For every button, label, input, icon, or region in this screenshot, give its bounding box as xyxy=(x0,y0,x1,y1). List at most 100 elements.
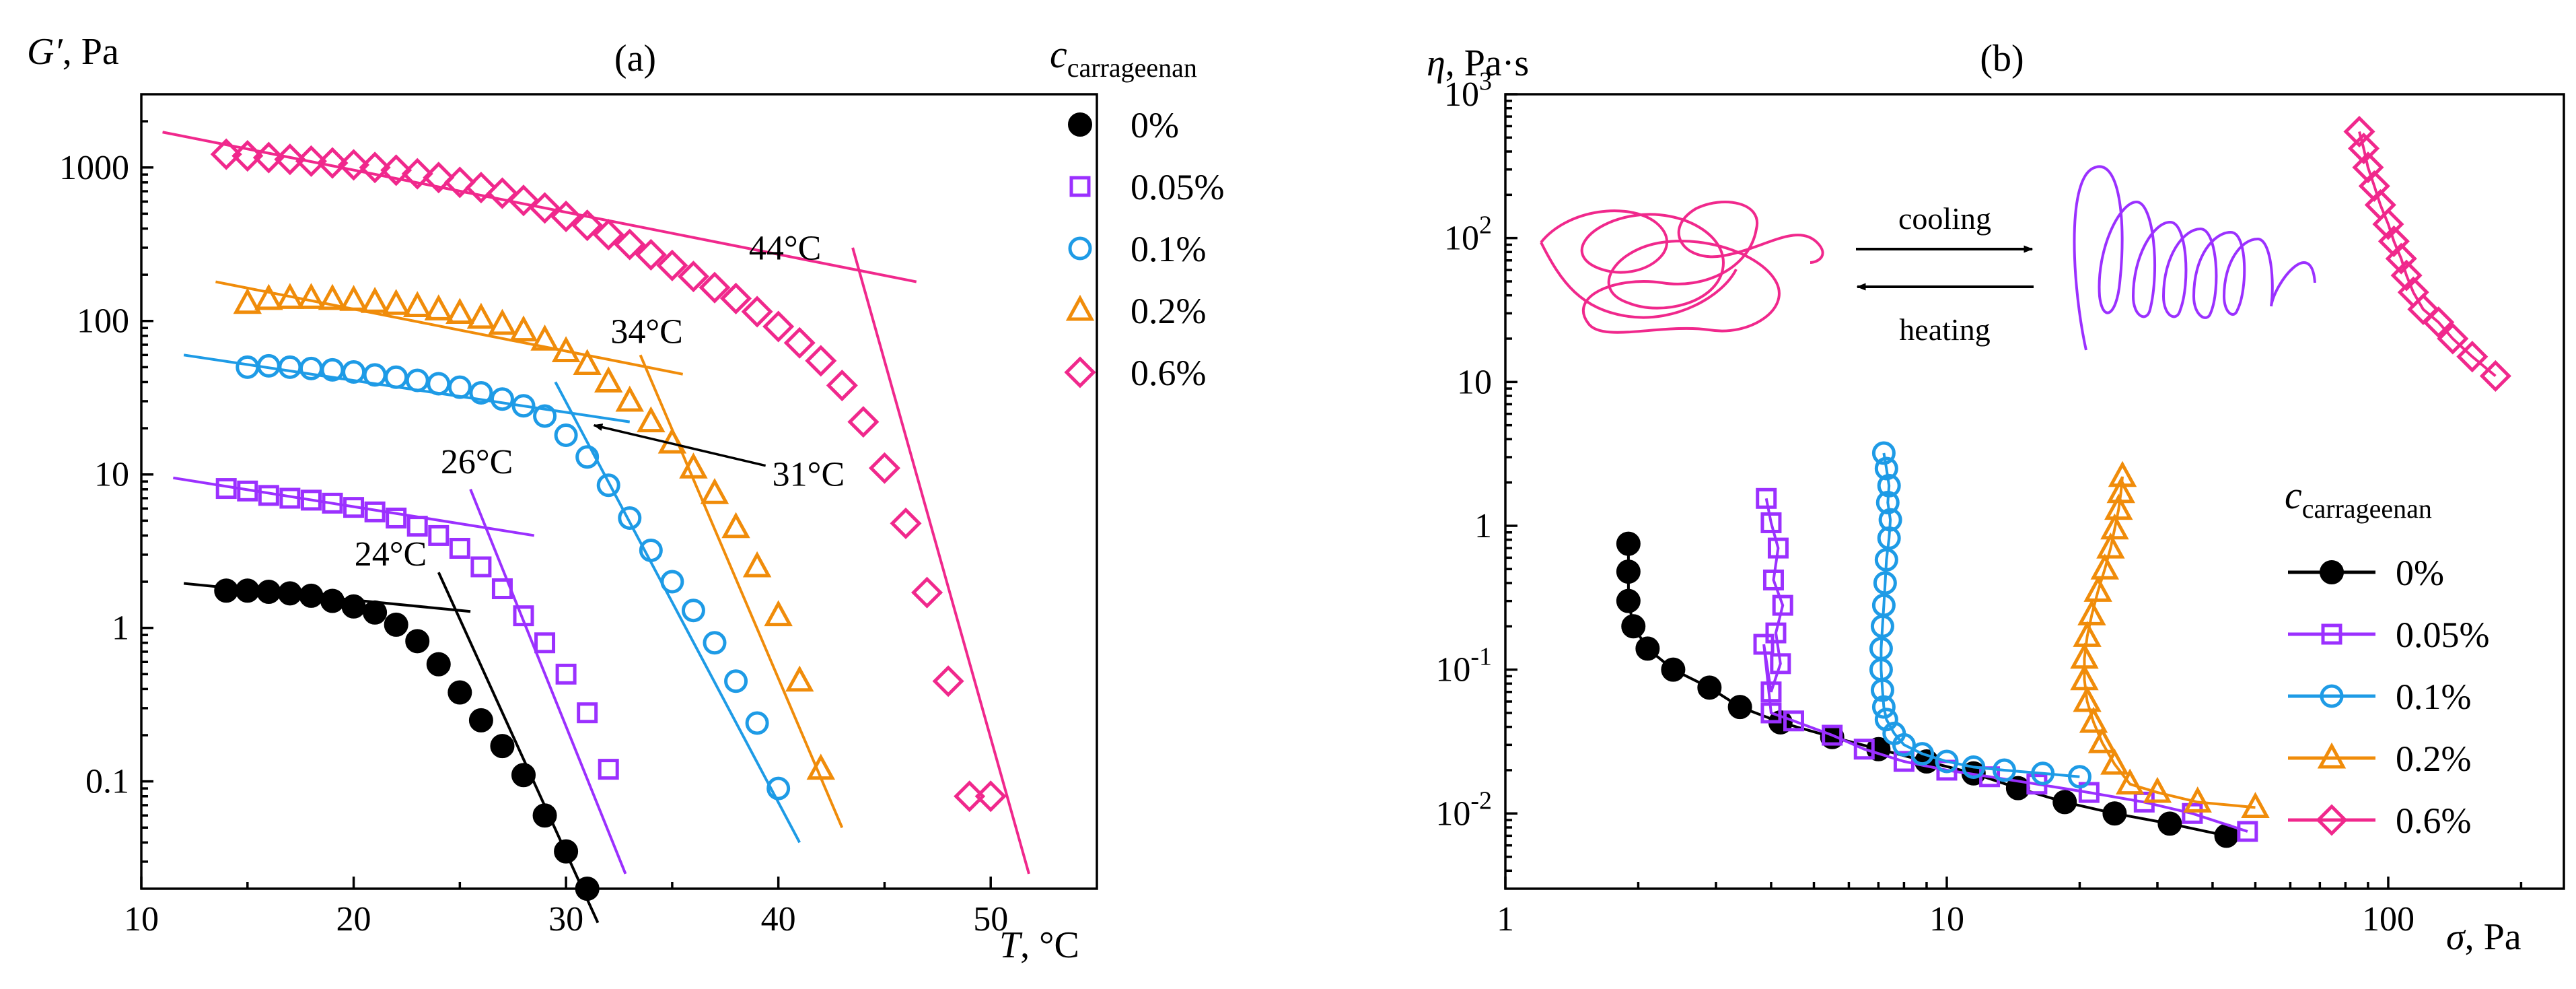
data-point xyxy=(1753,634,1775,655)
data-point xyxy=(488,308,517,335)
series-0pct xyxy=(214,578,600,901)
data-point xyxy=(2102,801,2127,826)
tangent-line-0p6pct xyxy=(851,247,1030,875)
legend-marker xyxy=(1069,176,1091,197)
data-point xyxy=(2073,685,2102,712)
data-point xyxy=(785,665,814,692)
x-tick-label: 10 xyxy=(1929,900,1964,939)
data-point xyxy=(534,632,556,654)
data-point xyxy=(703,631,727,655)
data-point xyxy=(2372,208,2404,240)
legend-item-0p6pct: 0.6% xyxy=(1064,353,1206,393)
panel-a-legend: ccarrageenan 0% 0.05% 0.1% 0.2% 0.6% xyxy=(1050,32,1224,393)
data-point xyxy=(2423,306,2455,339)
y-tick-label: 102 xyxy=(1444,211,1492,258)
data-point xyxy=(1874,456,1898,481)
data-point xyxy=(341,594,366,619)
data-point xyxy=(342,360,366,384)
data-point xyxy=(2104,493,2133,520)
data-point xyxy=(639,539,663,563)
data-point xyxy=(575,445,600,469)
panel-b-series xyxy=(1616,115,2511,848)
series-0p1pct xyxy=(1869,441,2091,789)
data-point xyxy=(2073,621,2102,647)
legend-label: 0.05% xyxy=(2396,615,2489,655)
data-point xyxy=(532,803,557,828)
data-point xyxy=(469,381,493,405)
data-point xyxy=(1962,755,1986,779)
data-point xyxy=(210,138,242,170)
data-point xyxy=(1935,749,1959,774)
legend-marker xyxy=(2320,560,2344,584)
data-point xyxy=(252,141,285,174)
data-point xyxy=(363,600,388,625)
data-point xyxy=(338,149,370,181)
data-point xyxy=(1756,487,1777,509)
data-point xyxy=(826,370,858,402)
data-point xyxy=(1853,739,1875,760)
panel-b-frame xyxy=(1504,93,2565,890)
data-point xyxy=(509,315,538,342)
legend-marker xyxy=(2317,742,2347,769)
data-point xyxy=(2183,786,2212,813)
tangent-line-0p05pct xyxy=(173,476,535,537)
data-point xyxy=(1760,512,1782,533)
data-point xyxy=(465,172,497,204)
y-tick-label: 0.1 xyxy=(85,763,129,801)
data-point xyxy=(635,238,667,271)
data-point xyxy=(700,477,729,504)
data-point xyxy=(359,151,391,184)
data-point xyxy=(215,478,237,500)
data-point xyxy=(449,537,470,559)
y-tick-label: 10 xyxy=(1457,363,1492,401)
data-point xyxy=(577,702,598,724)
data-point xyxy=(237,480,258,502)
data-point xyxy=(766,776,791,800)
data-point xyxy=(275,283,305,309)
panel-a-label: (a) xyxy=(614,38,656,79)
data-point xyxy=(384,612,408,637)
data-point xyxy=(745,711,769,735)
heating-label: heating xyxy=(1899,312,1990,347)
data-point xyxy=(954,780,986,813)
data-point xyxy=(384,365,408,389)
series-line xyxy=(1880,452,2080,778)
series-0p1pct xyxy=(236,353,791,800)
data-point xyxy=(598,759,619,780)
panel-b-legend-items: 0% 0.05% 0.1% 0.2% 0.6% xyxy=(2288,553,2489,841)
data-point xyxy=(2100,748,2129,775)
series-0p2pct xyxy=(233,283,836,780)
data-point xyxy=(214,578,239,603)
data-point xyxy=(363,363,387,387)
series-0p05pct xyxy=(215,478,619,780)
series-line xyxy=(2358,131,2497,378)
data-point xyxy=(405,368,429,393)
series-line xyxy=(2083,476,2256,809)
data-point xyxy=(299,356,323,380)
panel-a-markers xyxy=(210,138,1007,901)
tangent-line-0p2pct xyxy=(215,280,684,376)
data-point xyxy=(868,452,900,484)
legend-marker xyxy=(2321,623,2342,645)
data-point xyxy=(529,192,561,224)
y-tick-label: 100 xyxy=(77,302,129,341)
tangent-line-0pct xyxy=(437,572,600,924)
data-point xyxy=(618,506,642,530)
data-point xyxy=(1893,751,1915,772)
data-point xyxy=(428,524,450,546)
series-0p2pct xyxy=(2070,461,2270,818)
data-point xyxy=(322,492,343,514)
data-point xyxy=(805,345,837,377)
data-point xyxy=(1727,695,1752,720)
data-point xyxy=(1783,710,1804,732)
legend-label: 0.2% xyxy=(1131,291,1206,331)
data-point xyxy=(699,271,731,304)
data-point xyxy=(486,177,518,209)
legend-item-0p2pct: 0.2% xyxy=(2288,739,2471,779)
transition-annotation: 44°C xyxy=(749,229,821,267)
y-tick-label: 1 xyxy=(1474,507,1492,545)
data-point xyxy=(339,285,368,311)
data-point xyxy=(1874,548,1898,572)
data-point xyxy=(2067,765,2091,789)
